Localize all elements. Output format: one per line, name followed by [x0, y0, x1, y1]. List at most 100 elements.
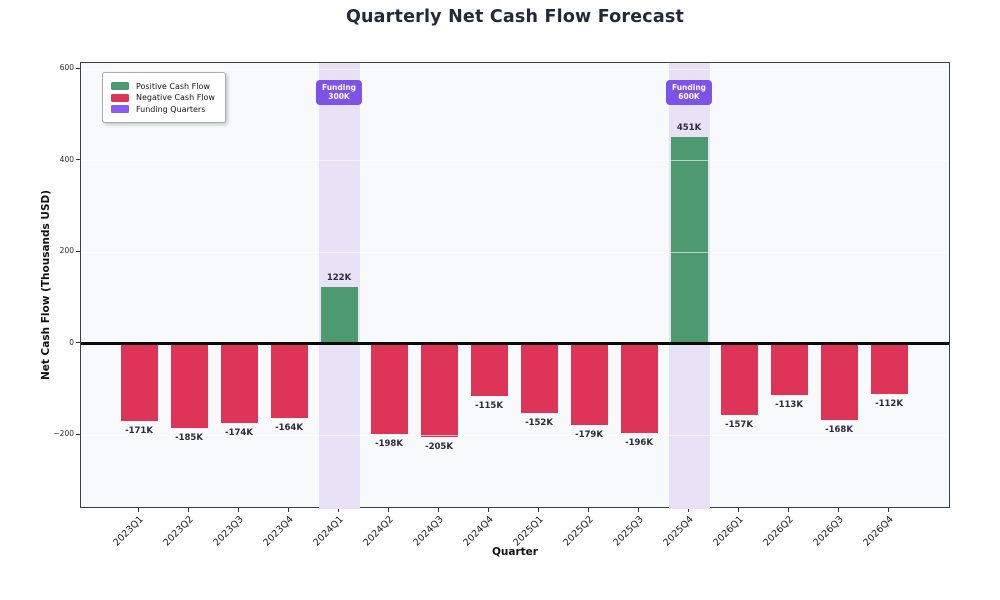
- bar-negative: [820, 343, 858, 420]
- x-tick-mark: [338, 508, 339, 512]
- bar-negative: [220, 343, 258, 423]
- x-tick-label: 2026Q4: [861, 514, 896, 549]
- y-tick-mark: [76, 159, 80, 161]
- x-tick-mark: [388, 508, 389, 512]
- bar-positive: [670, 137, 708, 344]
- bar-value-label: -112K: [875, 399, 903, 410]
- x-tick-mark: [188, 508, 189, 512]
- x-axis-label: Quarter: [492, 546, 538, 558]
- x-tick-label: 2024Q3: [411, 514, 446, 549]
- x-tick-mark: [888, 508, 889, 512]
- x-tick-mark: [788, 508, 789, 512]
- bar-negative: [570, 343, 608, 425]
- bar-negative: [120, 343, 158, 422]
- bar-negative: [170, 343, 208, 428]
- x-tick-label: 2023Q3: [211, 514, 246, 549]
- funding-badge-line: Funding: [321, 83, 357, 92]
- x-tick-label: 2024Q2: [361, 514, 396, 549]
- x-tick-label: 2026Q3: [811, 514, 846, 549]
- bar-value-label: -174K: [225, 427, 253, 438]
- x-tick-mark: [238, 508, 239, 512]
- legend-entry: Funding Quarters: [111, 105, 215, 114]
- legend-label: Funding Quarters: [136, 104, 206, 114]
- x-tick-label: 2025Q1: [511, 514, 546, 549]
- y-tick-mark: [76, 67, 80, 69]
- x-tick-mark: [488, 508, 489, 512]
- x-tick-mark: [738, 508, 739, 512]
- bar-negative: [470, 343, 508, 396]
- x-tick-label: 2024Q4: [461, 514, 496, 549]
- x-tick-mark: [588, 508, 589, 512]
- x-tick-mark: [288, 508, 289, 512]
- funding-badge-line: Funding: [671, 83, 707, 92]
- x-tick-label: 2025Q3: [611, 514, 646, 549]
- x-tick-label: 2026Q1: [711, 514, 746, 549]
- x-tick-mark: [638, 508, 639, 512]
- bar-value-label: -115K: [475, 400, 503, 411]
- bar-value-label: 451K: [676, 123, 702, 134]
- x-tick-label: 2025Q4: [661, 514, 696, 549]
- y-tick-mark: [76, 433, 80, 435]
- y-tick-label: −200: [53, 429, 74, 438]
- bar-negative: [520, 343, 558, 413]
- x-tick-label: 2026Q2: [761, 514, 796, 549]
- bar-value-label: -171K: [125, 426, 153, 437]
- x-tick-mark: [688, 508, 689, 512]
- x-tick-mark: [138, 508, 139, 512]
- bar-value-label: -113K: [775, 399, 803, 410]
- y-tick-mark: [76, 250, 80, 252]
- funding-badge: Funding 600K: [665, 80, 713, 105]
- bar-value-label: -152K: [525, 417, 553, 428]
- x-tick-label: 2023Q1: [111, 514, 146, 549]
- x-tick-mark: [438, 508, 439, 512]
- bar-value-label: -196K: [625, 437, 653, 448]
- y-tick-label: 200: [59, 246, 74, 256]
- bar-negative: [270, 343, 308, 419]
- zero-line: [81, 341, 949, 345]
- funding-badge-line: 300K: [328, 92, 350, 102]
- legend-entry: Positive Cash Flow: [111, 82, 215, 91]
- bar-negative: [720, 343, 758, 415]
- chart-title: Quarterly Net Cash Flow Forecast: [345, 7, 685, 27]
- bar-value-label: -164K: [275, 423, 303, 434]
- gridline: [81, 160, 949, 162]
- x-tick-mark: [538, 508, 539, 512]
- bar-value-label: -198K: [375, 438, 403, 449]
- bar-positive: [320, 287, 358, 344]
- gridline: [81, 251, 949, 253]
- x-tick-label: 2023Q4: [261, 514, 296, 549]
- plot-area: Funding 300K Funding 600K -171K -185K -174K -16…: [80, 62, 950, 509]
- legend-label: Positive Cash Flow: [136, 81, 210, 91]
- bar-value-label: -179K: [575, 429, 603, 440]
- bar-negative: [420, 343, 458, 437]
- legend: Positive Cash Flow Negative Cash Flow Fund…: [102, 72, 226, 123]
- y-tick-label: 400: [59, 154, 74, 164]
- x-tick-label: 2023Q2: [161, 514, 196, 549]
- legend-entry: Negative Cash Flow: [111, 93, 215, 102]
- legend-label: Negative Cash Flow: [136, 93, 215, 102]
- legend-swatch-icon: [111, 105, 129, 113]
- bar-value-label: -168K: [825, 424, 853, 435]
- bar-negative: [370, 343, 408, 434]
- bar-negative: [770, 343, 808, 395]
- y-tick-label: 0: [69, 337, 74, 347]
- funding-badge: Funding 300K: [315, 80, 363, 105]
- gridline: [81, 434, 949, 436]
- bar-value-label: -185K: [175, 432, 203, 443]
- bar-value-label: -157K: [725, 419, 753, 430]
- bar-value-label: 122K: [326, 273, 352, 284]
- y-tick-mark: [76, 342, 80, 344]
- y-axis-label: Net Cash Flow (Thousands USD): [40, 189, 52, 381]
- legend-swatch-icon: [111, 93, 129, 102]
- funding-band: [318, 63, 360, 509]
- x-tick-label: 2025Q2: [561, 514, 596, 549]
- bar-value-label: -205K: [425, 441, 453, 452]
- x-tick-mark: [838, 508, 839, 512]
- bar-negative: [870, 343, 908, 395]
- x-tick-label: 2024Q1: [311, 514, 346, 549]
- gridline: [81, 68, 949, 70]
- bar-negative: [620, 343, 658, 433]
- legend-swatch-icon: [111, 82, 129, 90]
- y-tick-label: 600: [59, 63, 74, 73]
